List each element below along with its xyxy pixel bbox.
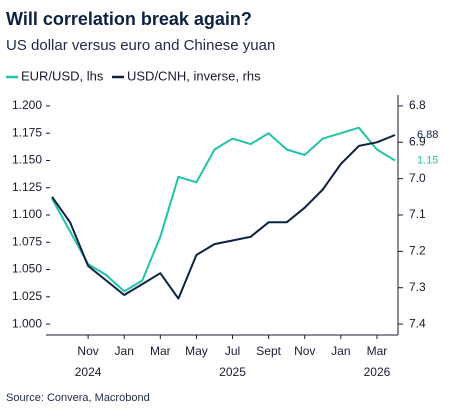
x-tick-label: Jan xyxy=(115,344,134,358)
chart-subtitle: US dollar versus euro and Chinese yuan xyxy=(6,37,275,54)
y2-tick-label: 7.3 xyxy=(409,280,426,294)
y-tick-label: 1.050 xyxy=(12,262,42,276)
y2-tick-label: 7.1 xyxy=(409,207,426,221)
y-tick-label: 1.075 xyxy=(12,234,42,248)
end-label: 6.88 xyxy=(417,129,438,141)
x-tick-label: Nov xyxy=(294,344,315,358)
series-line xyxy=(51,126,396,293)
x-tick-label: May xyxy=(185,344,208,358)
y2-tick-label: 7.4 xyxy=(409,316,426,330)
y2-tick-label: 6.8 xyxy=(409,98,426,112)
x-tick-label: Mar xyxy=(367,344,388,358)
x-tick-label: Sept xyxy=(256,344,281,358)
legend-label: USD/CNH, inverse, rhs xyxy=(127,68,261,83)
x-year-label: 2025 xyxy=(219,365,246,379)
legend-label: EUR/USD, lhs xyxy=(21,68,104,83)
x-year-label: 2026 xyxy=(364,365,391,379)
y-tick-label: 1.200 xyxy=(12,98,42,112)
y-tick-label: 1.125 xyxy=(12,180,42,194)
y2-tick-label: 6.9 xyxy=(409,134,426,148)
end-label: 1.15 xyxy=(417,154,438,166)
x-tick-label: Nov xyxy=(77,344,98,358)
x-year-label: 2024 xyxy=(75,365,102,379)
source: Source: Convera, Macrobond xyxy=(6,392,150,404)
x-tick-label: Mar xyxy=(150,344,171,358)
y2-tick-label: 7.2 xyxy=(409,244,426,258)
x-tick-label: Jan xyxy=(331,344,350,358)
y-tick-label: 1.175 xyxy=(12,125,42,139)
y-tick-label: 1.000 xyxy=(12,316,42,330)
y-tick-label: 1.025 xyxy=(12,289,42,303)
y-tick-label: 1.150 xyxy=(12,153,42,167)
x-tick-label: Jul xyxy=(225,344,240,358)
y-tick-label: 1.100 xyxy=(12,207,42,221)
series-line xyxy=(51,134,396,300)
y2-tick-label: 7.0 xyxy=(409,171,426,185)
chart-title: Will correlation break again? xyxy=(6,9,252,29)
